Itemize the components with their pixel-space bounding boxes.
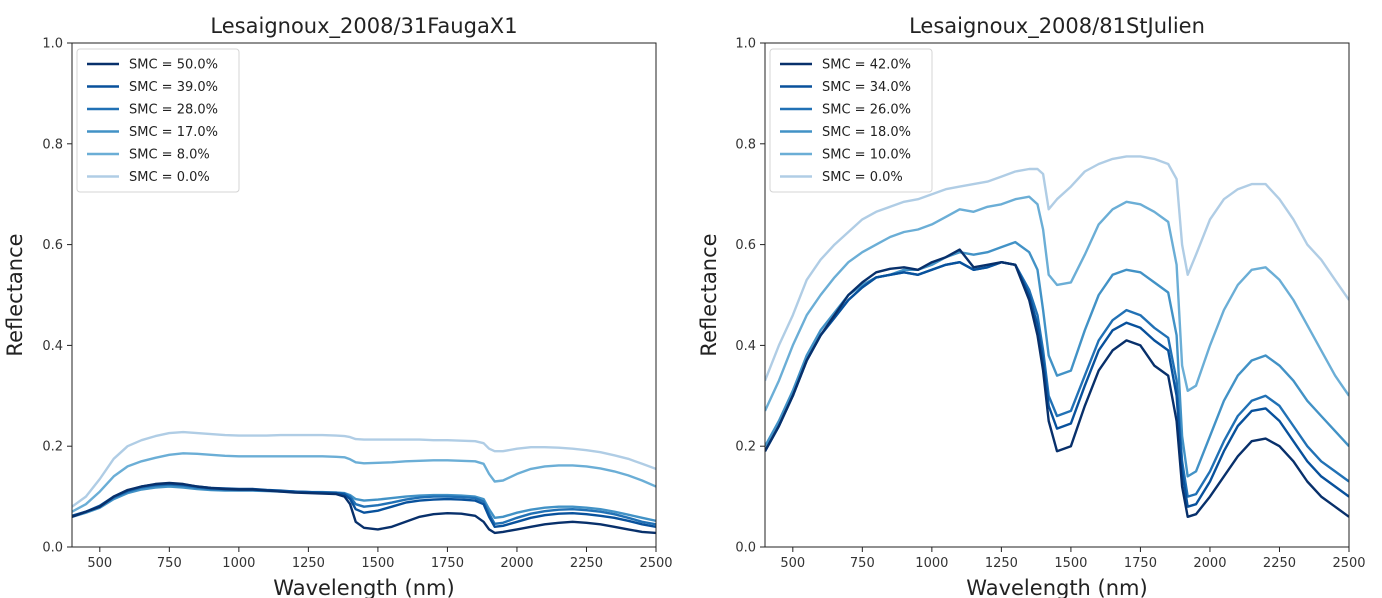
y-tick-label: 0.0 — [735, 541, 756, 556]
plot-frame — [71, 42, 657, 548]
x-tick-label: 1500 — [1054, 556, 1087, 571]
x-axis-label: Wavelength (nm) — [966, 576, 1147, 598]
chart-panel-1: Lesaignoux_2008/31FaugaX1 500 750 1000 1250 1… — [3, 14, 673, 598]
series-lines — [765, 155, 1349, 518]
legend-entry: SMC = 18.0% — [822, 125, 911, 140]
legend-box — [76, 48, 240, 193]
series-line-5 — [765, 195, 1349, 412]
series-line-6 — [765, 155, 1349, 382]
series-line-5 — [72, 452, 656, 513]
series-line-1 — [72, 481, 656, 535]
legend-entry: SMC = 0.0% — [822, 170, 903, 185]
legend-entry: SMC = 8.0% — [129, 148, 210, 163]
y-tick-label: 0.2 — [735, 440, 756, 455]
y-tick-label: 0.4 — [735, 339, 756, 354]
x-tick-label: 750 — [850, 556, 875, 571]
x-tick-label: 1000 — [222, 556, 255, 571]
y-tick-label: 0.6 — [42, 238, 63, 253]
legend: SMC = 42.0% SMC = 34.0% SMC = 26.0% SMC = 1… — [769, 48, 933, 193]
y-tick-label: 0.2 — [42, 440, 63, 455]
chart-panel-2: Lesaignoux_2008/81StJulien 500 750 1000 1250… — [697, 14, 1366, 598]
legend-entry: SMC = 17.0% — [129, 125, 218, 140]
y-tick-label: 0.8 — [42, 137, 63, 152]
legend-box — [769, 48, 933, 193]
x-tick-label: 1750 — [1124, 556, 1157, 571]
x-tick-label: 500 — [780, 556, 805, 571]
y-tick-label: 0.8 — [735, 137, 756, 152]
legend-entry: SMC = 28.0% — [129, 103, 218, 118]
series-line-4 — [72, 485, 656, 522]
y-tick-label: 0.0 — [42, 541, 63, 556]
x-tick-label: 500 — [87, 556, 112, 571]
x-tick-label: 1750 — [431, 556, 464, 571]
x-tick-label: 1000 — [915, 556, 948, 571]
chart-title: Lesaignoux_2008/31FaugaX1 — [210, 14, 517, 39]
legend-entry: SMC = 10.0% — [822, 148, 911, 163]
legend-entry: SMC = 26.0% — [822, 103, 911, 118]
series-line-1 — [765, 248, 1349, 518]
series-line-6 — [72, 430, 656, 508]
series-lines — [72, 430, 656, 535]
legend-entry: SMC = 34.0% — [822, 80, 911, 95]
legend-entry: SMC = 0.0% — [129, 170, 210, 185]
x-tick-label: 1500 — [361, 556, 394, 571]
legend-entry: SMC = 42.0% — [822, 58, 911, 73]
x-tick-label: 750 — [157, 556, 182, 571]
x-tick-label: 2500 — [1332, 556, 1365, 571]
plot-frame — [764, 42, 1350, 548]
y-tick-label: 0.4 — [42, 339, 63, 354]
legend: SMC = 50.0% SMC = 39.0% SMC = 28.0% SMC = 1… — [76, 48, 240, 193]
x-tick-label: 2250 — [1263, 556, 1296, 571]
x-tick-label: 2000 — [1193, 556, 1226, 571]
series-line-4 — [765, 240, 1349, 478]
chart-title: Lesaignoux_2008/81StJulien — [909, 14, 1205, 39]
x-tick-label: 2500 — [639, 556, 672, 571]
series-line-2 — [72, 482, 656, 528]
x-tick-label: 1250 — [985, 556, 1018, 571]
legend-entry: SMC = 39.0% — [129, 80, 218, 95]
x-tick-label: 2000 — [500, 556, 533, 571]
y-tick-label: 0.6 — [735, 238, 756, 253]
series-line-3 — [72, 483, 656, 526]
x-tick-label: 1250 — [292, 556, 325, 571]
x-tick-label: 2250 — [570, 556, 603, 571]
y-axis-label: Reflectance — [3, 233, 27, 356]
y-axis-label: Reflectance — [697, 233, 721, 356]
legend-entry: SMC = 50.0% — [129, 58, 218, 73]
x-axis-label: Wavelength (nm) — [273, 576, 454, 598]
y-tick-label: 1.0 — [735, 37, 756, 52]
series-line-2 — [765, 261, 1349, 508]
y-tick-label: 1.0 — [42, 37, 63, 52]
